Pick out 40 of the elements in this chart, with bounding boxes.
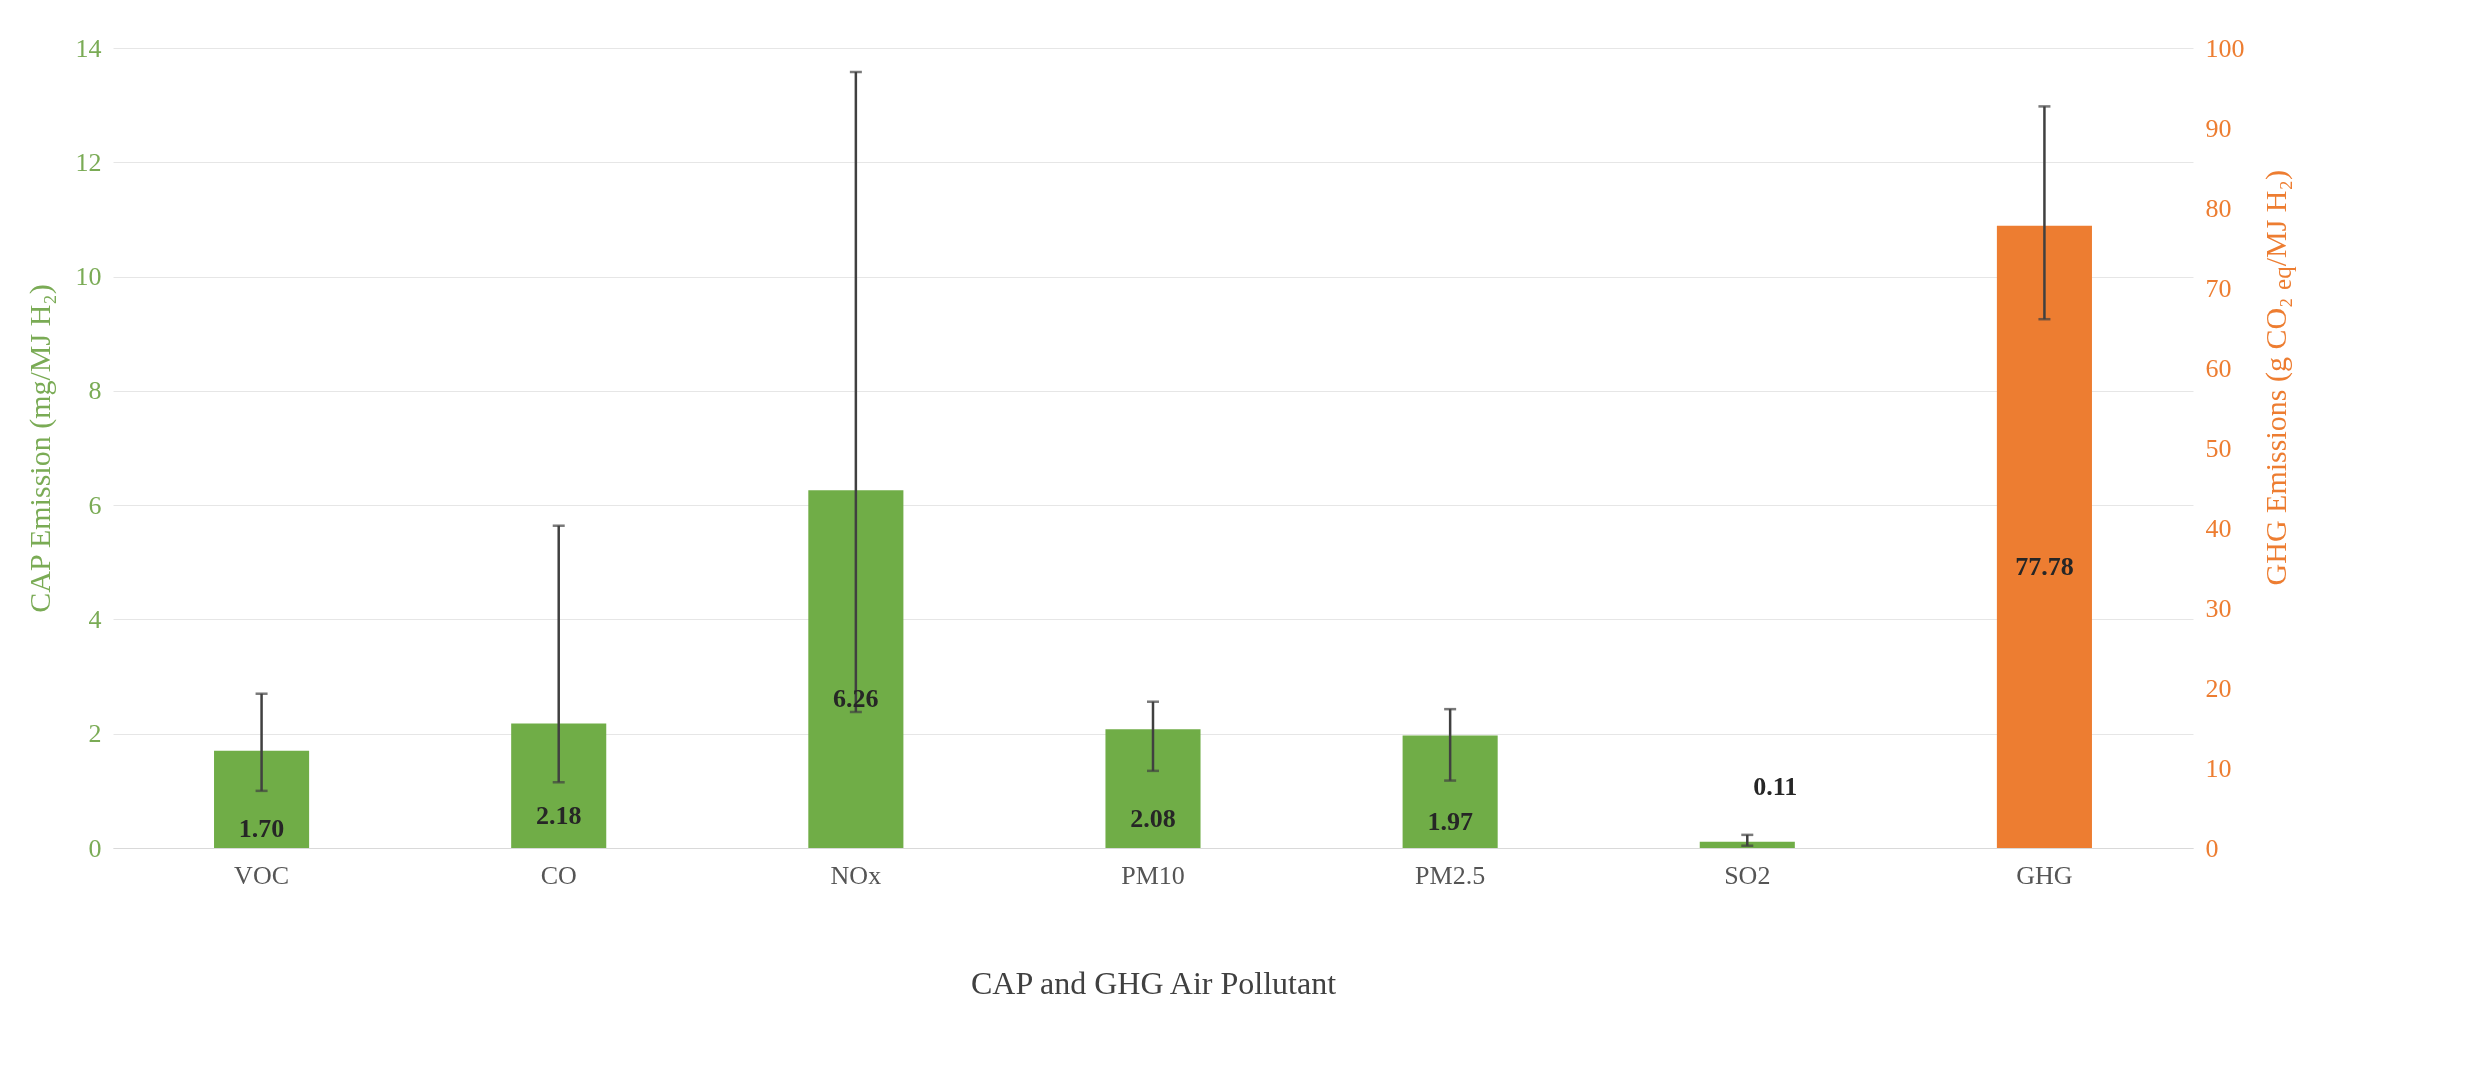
y2-tick-label: 0: [2205, 833, 2219, 863]
x-tick-label: VOC: [234, 860, 290, 890]
y2-tick-label: 40: [2205, 513, 2232, 543]
bar: [1105, 729, 1201, 848]
y-tick-label: 2: [88, 719, 102, 749]
y-axis-title: CAP Emission (mg/MJ H₂): [22, 284, 57, 613]
y2-tick-label: 10: [2205, 753, 2232, 783]
data-label: 1.70: [238, 814, 285, 844]
y-tick-label: 10: [75, 262, 102, 292]
x-tick-label: GHG: [2016, 860, 2073, 890]
y-tick-label: 12: [75, 147, 102, 177]
y2-tick-label: 80: [2205, 193, 2232, 223]
y-tick-label: 0: [88, 833, 102, 863]
bar: [1699, 841, 1795, 848]
x-tick-label: SO2: [1724, 860, 1771, 890]
data-label: 77.78: [2015, 551, 2074, 581]
y2-tick-label: 100: [2205, 33, 2245, 63]
data-label: 1.97: [1427, 806, 1473, 836]
y2-tick-label: 60: [2205, 353, 2232, 383]
y2-tick-label: 70: [2205, 273, 2232, 303]
y2-tick-label: 90: [2205, 113, 2232, 143]
bar: [214, 750, 310, 848]
x-tick-label: NOx: [830, 860, 882, 890]
x-tick-label: CO: [540, 860, 577, 890]
data-label: 0.11: [1753, 771, 1798, 801]
bar: [511, 723, 607, 848]
x-axis-title: CAP and GHG Air Pollutant: [970, 964, 1337, 1001]
x-tick-label: PM10: [1121, 860, 1185, 890]
bar: [1402, 735, 1498, 848]
y-tick-label: 6: [88, 490, 102, 520]
y2-tick-label: 50: [2205, 433, 2232, 463]
x-tick-label: PM2.5: [1415, 860, 1486, 890]
y2-tick-label: 20: [2205, 673, 2232, 703]
y2-tick-label: 30: [2205, 593, 2232, 623]
data-label: 2.18: [535, 800, 582, 830]
bar: [808, 490, 904, 848]
y-tick-label: 8: [88, 376, 102, 406]
data-label: 2.08: [1130, 803, 1176, 833]
y-tick-label: 4: [88, 604, 102, 634]
y-tick-label: 14: [75, 33, 102, 63]
